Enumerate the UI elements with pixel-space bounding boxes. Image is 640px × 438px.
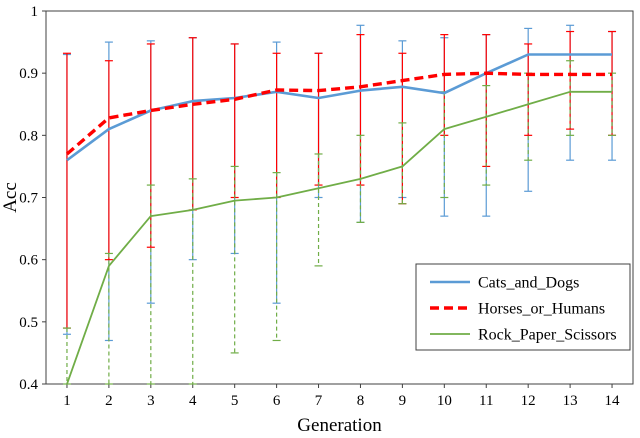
series-line-Horses_or_Humans bbox=[65, 71, 612, 156]
x-tick-label: 12 bbox=[521, 393, 536, 409]
x-tick-label: 10 bbox=[437, 393, 452, 409]
y-tick-label: 0.9 bbox=[19, 66, 38, 82]
legend-label-Rock_Paper_Scissors: Rock_Paper_Scissors bbox=[478, 327, 617, 344]
x-tick-label: 1 bbox=[63, 393, 71, 409]
x-tick-label: 3 bbox=[147, 393, 155, 409]
errorbars-Rock_Paper_Scissors bbox=[62, 60, 617, 385]
legend-label-Cats_and_Dogs: Cats_and_Dogs bbox=[478, 275, 579, 292]
x-tick-label: 4 bbox=[189, 393, 197, 409]
x-tick-label: 8 bbox=[357, 393, 365, 409]
x-tick-label: 2 bbox=[105, 393, 113, 409]
y-tick-label: 0.8 bbox=[19, 128, 38, 144]
x-axis-title: Generation bbox=[297, 415, 382, 436]
x-tick-label: 14 bbox=[605, 393, 621, 409]
series-line-Rock_Paper_Scissors bbox=[66, 90, 612, 385]
y-tick-label: 0.5 bbox=[19, 315, 38, 331]
y-axis-title: Acc bbox=[0, 182, 21, 213]
x-tick-label: 9 bbox=[399, 393, 407, 409]
y-tick-label: 0.4 bbox=[19, 377, 38, 393]
y-tick-label: 0.7 bbox=[19, 191, 38, 207]
x-tick-label: 7 bbox=[315, 393, 323, 409]
y-tick-label: 1 bbox=[31, 4, 39, 20]
x-tick-label: 11 bbox=[479, 393, 493, 409]
x-tick-label: 6 bbox=[273, 393, 281, 409]
x-tick-label: 5 bbox=[231, 393, 239, 409]
legend-label-Horses_or_Humans: Horses_or_Humans bbox=[478, 301, 605, 318]
y-tick-label: 0.6 bbox=[19, 253, 38, 269]
x-tick-label: 13 bbox=[563, 393, 578, 409]
